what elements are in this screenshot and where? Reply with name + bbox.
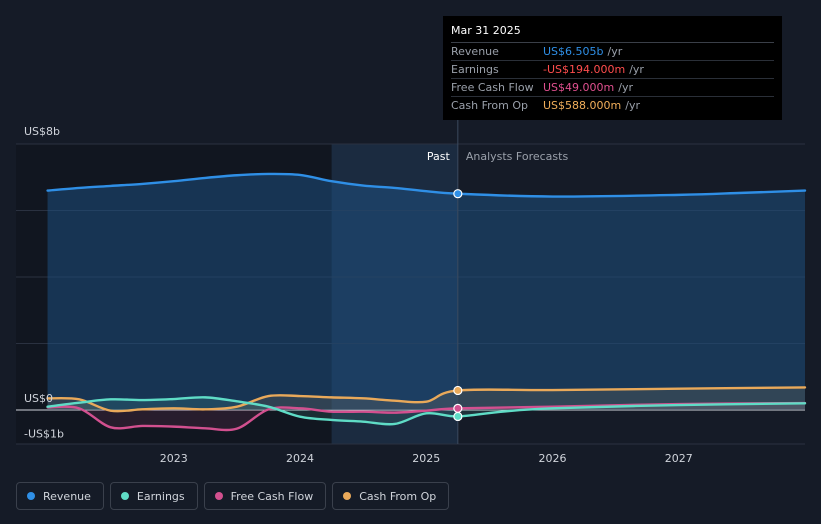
- legend: Revenue Earnings Free Cash Flow Cash Fro…: [16, 482, 450, 510]
- x-tick-label: 2024: [286, 452, 314, 465]
- tooltip-row-free-cash-flow: Free Cash Flow US$49.000m /yr: [451, 79, 774, 97]
- legend-item-free-cash-flow[interactable]: Free Cash Flow: [203, 482, 327, 510]
- x-tick-label: 2023: [160, 452, 188, 465]
- legend-dot-icon: [27, 492, 35, 500]
- legend-label: Cash From Op: [359, 489, 437, 503]
- legend-dot-icon: [214, 492, 223, 500]
- tooltip-row-cash-from-op: Cash From Op US$588.000m /yr: [451, 97, 774, 114]
- tooltip-date: Mar 31 2025: [451, 22, 774, 43]
- past-label: Past: [427, 150, 451, 163]
- y-tick-label: US$8b: [24, 125, 60, 138]
- tooltip-unit: /yr: [607, 45, 623, 58]
- forecast-label: Analysts Forecasts: [466, 150, 569, 163]
- legend-dot-icon: [343, 492, 352, 500]
- legend-item-earnings[interactable]: Earnings: [109, 482, 198, 510]
- series-area-free-cash-flow: [47, 403, 806, 431]
- series-line-free-cash-flow: [46, 401, 807, 432]
- tooltip-unit: /yr: [618, 81, 633, 94]
- tooltip-value: US$6.505b: [543, 45, 604, 58]
- revenue-area: [47, 173, 806, 410]
- tooltip-unit: /yr: [625, 99, 640, 112]
- marker-revenue: [453, 189, 463, 199]
- x-tick-label: 2025: [412, 452, 440, 465]
- tooltip-unit: /yr: [629, 63, 644, 76]
- marker-free-cash-flow: [453, 403, 463, 413]
- marker-earnings: [453, 411, 463, 422]
- series-line-cash-from-op: [46, 386, 807, 413]
- y-tick-label: -US$1b: [24, 427, 64, 440]
- x-tick-label: 2027: [665, 452, 693, 465]
- tooltip: Mar 31 2025 Revenue US$6.505b /yr Earnin…: [443, 16, 782, 120]
- legend-label: Revenue: [43, 489, 91, 503]
- tooltip-label: Cash From Op: [451, 99, 529, 112]
- tooltip-row-revenue: Revenue US$6.505b /yr: [451, 43, 774, 61]
- tooltip-value: US$49.000m: [543, 81, 615, 94]
- tooltip-label: Revenue: [451, 45, 499, 58]
- chart-canvas: US$8b US$0 -US$1b 2023 2024 2025 2026 2027 Past A…: [16, 94, 807, 465]
- legend-dot-icon: [120, 492, 129, 500]
- legend-item-cash-from-op[interactable]: Cash From Op: [332, 482, 450, 510]
- series-line-revenue: [46, 172, 807, 198]
- tooltip-label: Free Cash Flow: [451, 81, 534, 94]
- legend-label: Earnings: [136, 489, 185, 503]
- legend-item-revenue[interactable]: Revenue: [16, 482, 104, 510]
- tooltip-label: Earnings: [451, 63, 499, 76]
- x-tick-label: 2026: [539, 452, 567, 465]
- legend-label: Free Cash Flow: [230, 489, 314, 503]
- tooltip-value: US$588.000m: [543, 99, 622, 112]
- y-tick-label: US$0: [24, 392, 53, 405]
- tooltip-row-earnings: Earnings -US$194.000m /yr: [451, 61, 774, 79]
- marker-cash-from-op: [453, 385, 463, 396]
- tooltip-value: -US$194.000m: [543, 63, 626, 76]
- series-line-earnings: [46, 396, 807, 426]
